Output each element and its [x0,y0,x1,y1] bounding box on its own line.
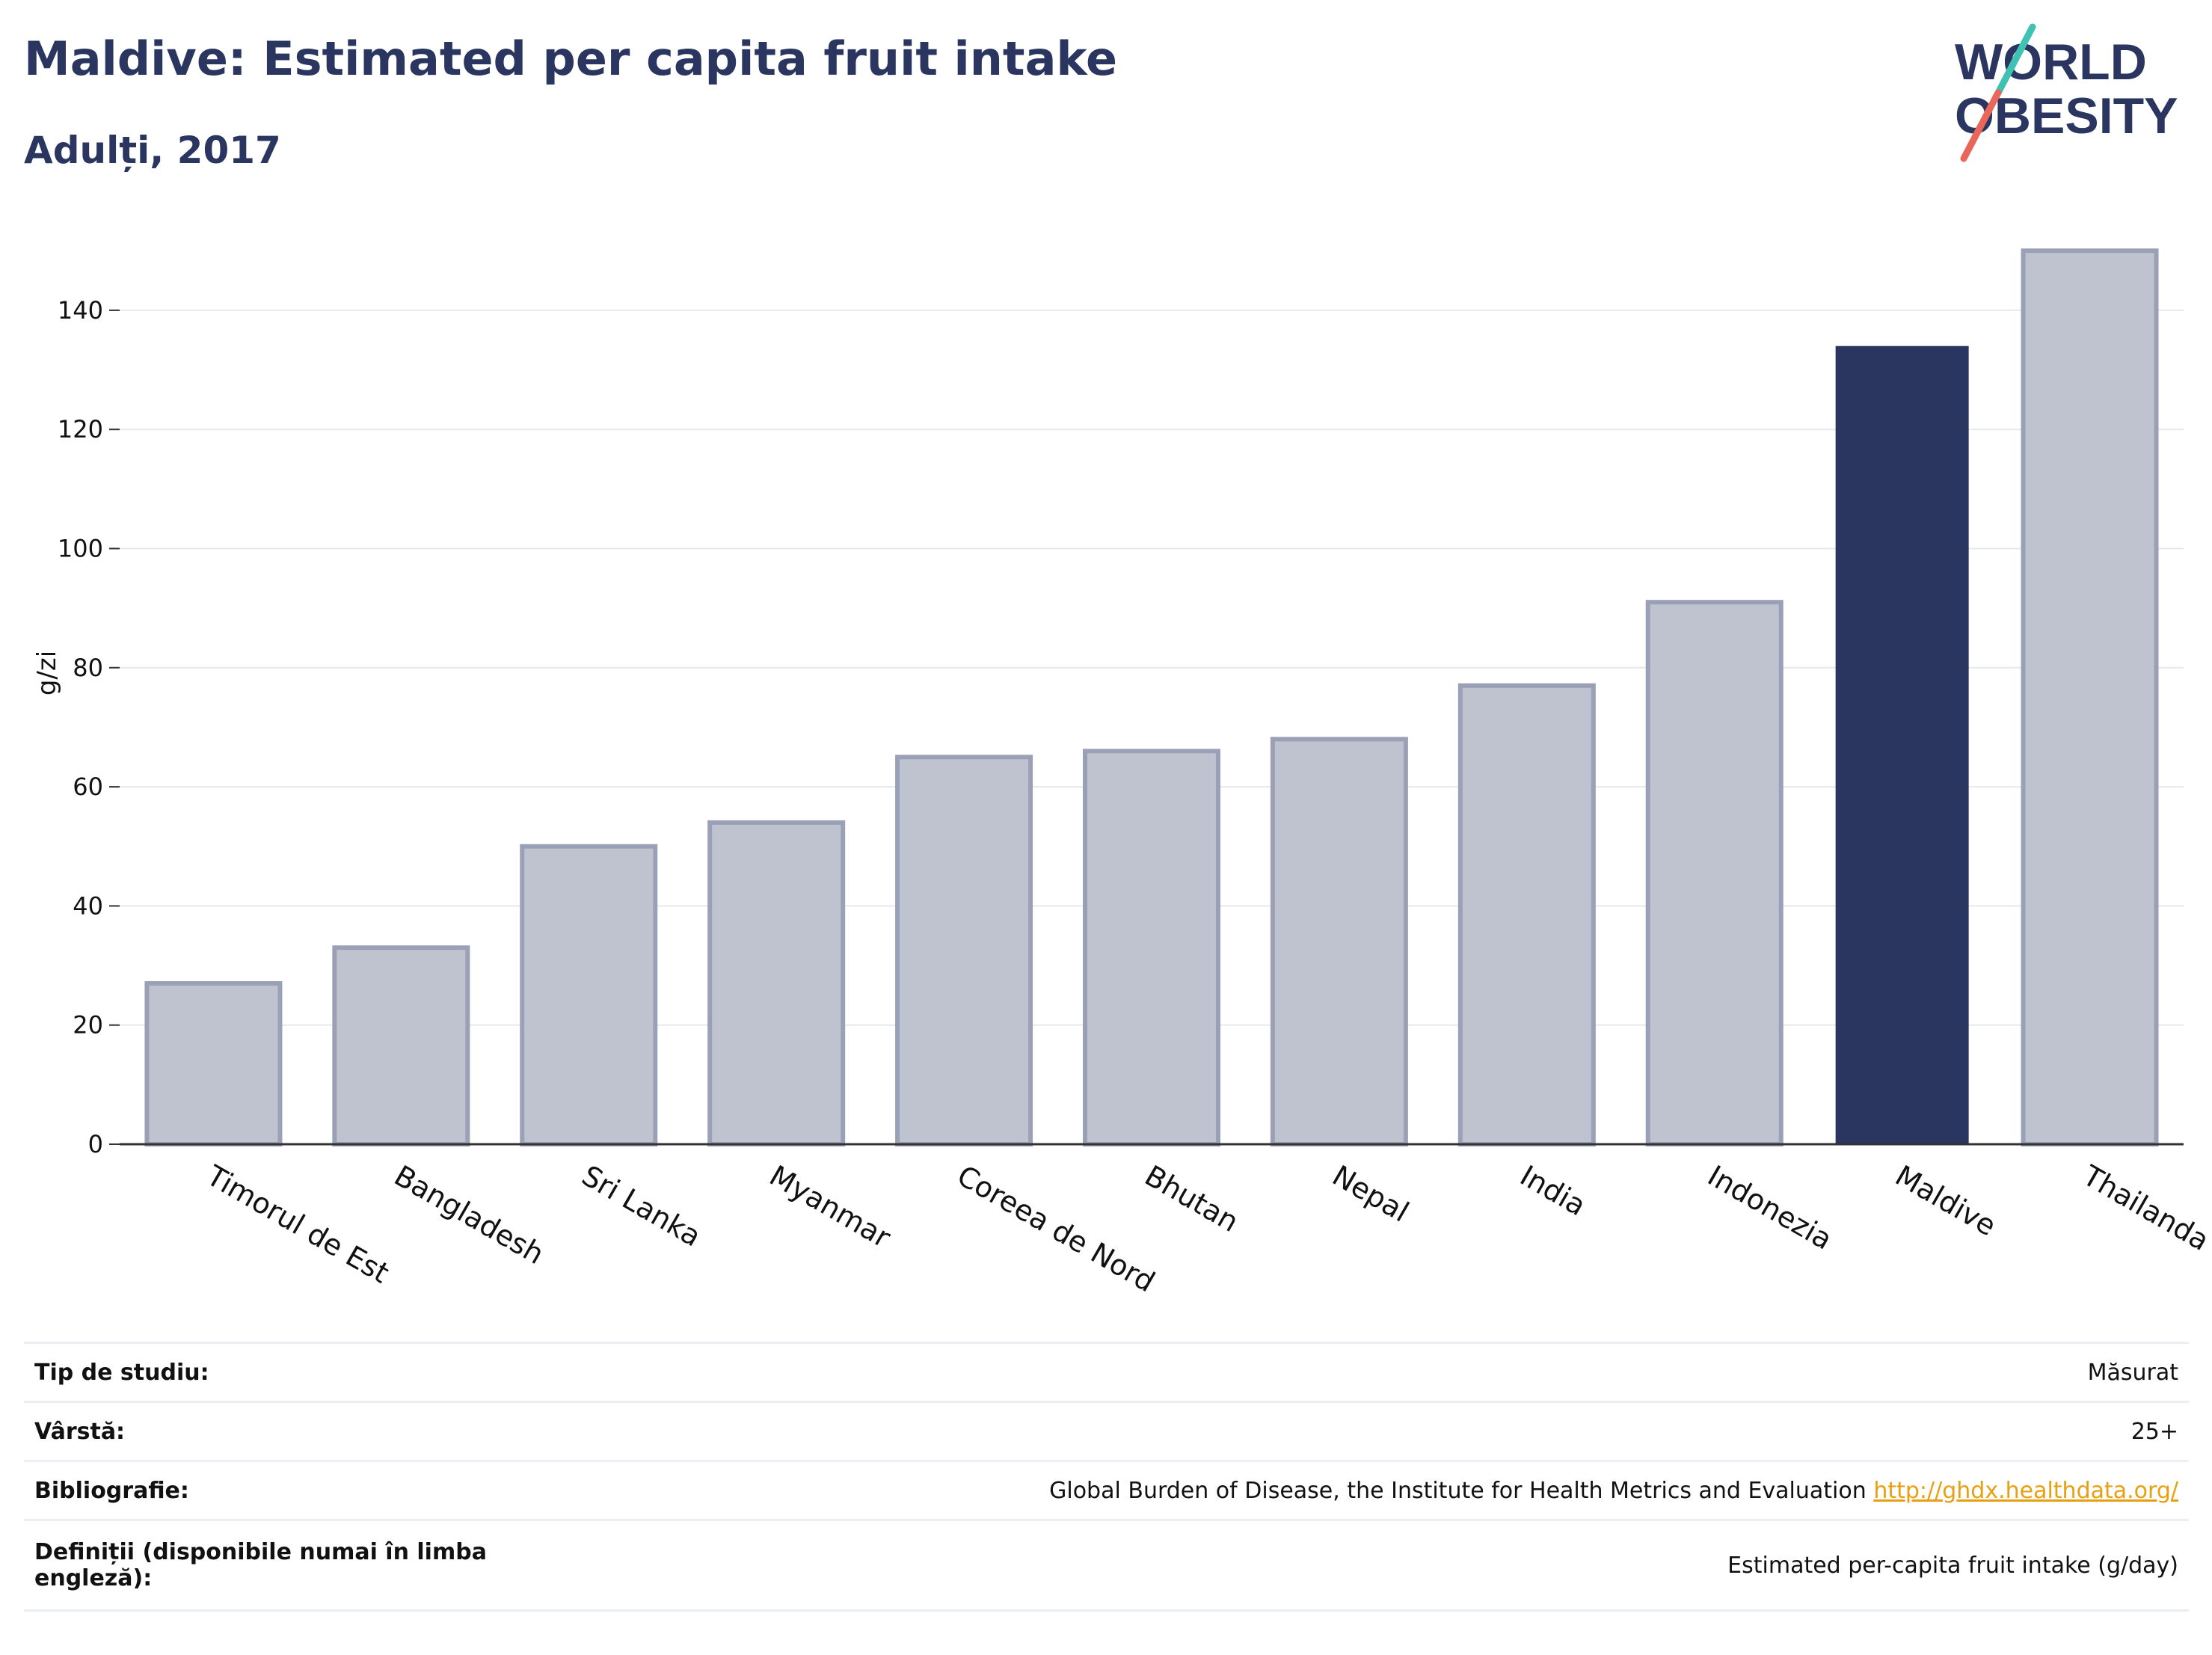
x-tick-label: India [1514,1159,1591,1223]
logo-word-obesity: OBESITY [1955,87,2178,144]
details-table: Tip de studiu: Măsurat Vârstă: 25+ Bibli… [24,1342,2189,1612]
bibliography-value-cell: Global Burden of Disease, the Institute … [523,1460,2189,1521]
y-tick-label: 40 [73,891,103,920]
logo-word-world: WORLD [1955,34,2147,90]
bar [520,844,658,1146]
x-tick-label: Bangladesh [389,1159,550,1271]
bar [895,755,1033,1146]
x-tick-label: Timorul de Est [200,1158,395,1289]
bar [1645,600,1784,1146]
details-row-age: Vârstă: 25+ [24,1401,2189,1462]
bibliography-label: Bibliografie: [24,1460,523,1521]
age-value: 25+ [523,1401,2189,1462]
bibliography-link[interactable]: http://ghdx.healthdata.org/ [1873,1477,2178,1504]
y-tick-label: 120 [58,415,103,443]
bar [1457,683,1596,1146]
chart-subtitle: Adulți, 2017 [24,129,281,172]
bar [1835,346,1969,1145]
logo-slash-teal [1993,23,2036,99]
logo-slash-red [1960,89,2002,162]
bar [2021,248,2159,1146]
y-axis-label: g/zi [32,651,62,696]
bar-chart: 0 20 40 60 80 100 120 140 g/zi Timorul de EstBang… [32,248,2212,1299]
x-tick-label: Sri Lanka [577,1159,707,1253]
x-tick-label: Thailanda [2077,1158,2212,1257]
x-tick-label: Myanmar [764,1159,897,1255]
study-type-value: Măsurat [523,1342,2189,1403]
bar [707,820,846,1146]
details-row-study-type: Tip de studiu: Măsurat [24,1342,2189,1403]
bar [332,945,470,1147]
y-tick-label: 100 [58,535,103,563]
y-tick-label: 0 [88,1130,103,1158]
world-obesity-logo: WORLD OBESITY [1955,23,2178,162]
x-tick-label: Coreea de Nord [952,1159,1161,1299]
bar [1083,749,1220,1146]
chart-title: Maldive: Estimated per capita fruit inta… [24,31,1118,86]
y-tick-label: 20 [73,1011,103,1040]
bar [144,980,283,1146]
x-tick-label: Nepal [1327,1159,1414,1229]
x-tick-label: Bhutan [1140,1159,1244,1238]
x-tick-label: Maldive [1890,1159,2001,1243]
x-tick-label: Indonezia [1702,1159,1837,1256]
study-type-label: Tip de studiu: [24,1342,523,1403]
bar [1270,737,1408,1146]
bibliography-value: Global Burden of Disease, the Institute … [1049,1477,1867,1504]
age-label: Vârstă: [24,1401,523,1462]
details-row-definitions: Definiții (disponibile numai în limba en… [24,1519,2189,1612]
definitions-label: Definiții (disponibile numai în limba en… [24,1519,523,1612]
y-tick-label: 140 [58,296,103,325]
details-row-bibliography: Bibliografie: Global Burden of Disease, … [24,1460,2189,1521]
y-tick-label: 60 [73,773,103,801]
y-tick-label: 80 [73,654,103,682]
definitions-value: Estimated per-capita fruit intake (g/day… [523,1519,2189,1612]
